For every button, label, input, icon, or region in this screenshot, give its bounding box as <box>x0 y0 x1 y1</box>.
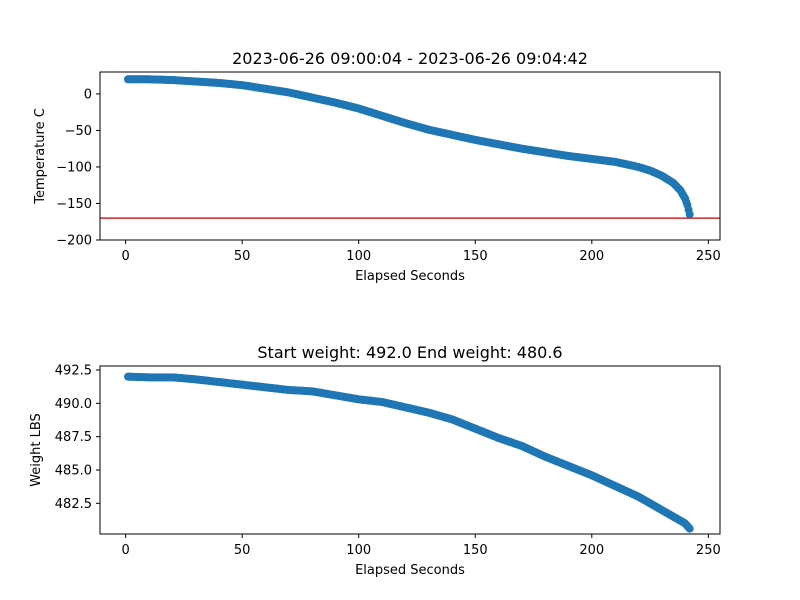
weight-y-tick-label: 482.5 <box>55 497 92 512</box>
weight-x-tick-label: 250 <box>696 543 721 558</box>
weight-y-axis-label: Weight LBS <box>29 413 44 487</box>
weight-y-tick-label: 492.5 <box>55 364 92 379</box>
temperature-x-tick-label: 200 <box>579 249 604 264</box>
weight-x-tick-label: 100 <box>346 543 371 558</box>
weight-x-axis-label: Elapsed Seconds <box>355 563 465 578</box>
weight-marks <box>123 372 694 533</box>
weight-y-tick-label: 485.0 <box>55 464 92 479</box>
weight-x-tick-label: 0 <box>121 543 129 558</box>
temperature-x-tick-label: 50 <box>234 249 251 264</box>
temperature-data-point <box>685 210 694 219</box>
temperature-marks <box>100 75 720 219</box>
temperature-x-tick-label: 150 <box>463 249 488 264</box>
temperature-y-tick-label: −200 <box>56 234 92 249</box>
temperature-y-tick-label: −100 <box>56 160 92 175</box>
weight-x-tick-label: 200 <box>579 543 604 558</box>
temperature-y-tick-label: −50 <box>65 124 92 139</box>
temperature-x-ticks: 0 50 100 150 200 250 <box>121 240 721 264</box>
weight-y-ticks: 482.5 485.0 487.5 490.0 492.5 <box>55 364 100 512</box>
weight-y-tick-label: 490.0 <box>55 397 92 412</box>
weight-chart: Start weight: 492.0 End weight: 480.6 0 5… <box>29 343 721 578</box>
weight-data-point <box>685 524 694 533</box>
temperature-x-tick-label: 100 <box>346 249 371 264</box>
weight-chart-title: Start weight: 492.0 End weight: 480.6 <box>257 343 562 362</box>
weight-x-tick-label: 50 <box>234 543 251 558</box>
temperature-x-tick-label: 250 <box>696 249 721 264</box>
weight-x-ticks: 0 50 100 150 200 250 <box>121 534 721 558</box>
temperature-x-axis-label: Elapsed Seconds <box>355 269 465 284</box>
temperature-chart-title: 2023-06-26 09:00:04 - 2023-06-26 09:04:4… <box>232 49 588 68</box>
temperature-y-tick-label: −150 <box>56 197 92 212</box>
temperature-y-tick-label: 0 <box>84 87 92 102</box>
weight-x-tick-label: 150 <box>463 543 488 558</box>
temperature-chart: 2023-06-26 09:00:04 - 2023-06-26 09:04:4… <box>33 49 721 284</box>
temperature-y-ticks: 0 −50 −100 −150 −200 <box>56 87 100 249</box>
temperature-y-axis-label: Temperature C <box>33 108 48 205</box>
temperature-x-tick-label: 0 <box>121 249 129 264</box>
temperature-plot-frame <box>99 71 721 241</box>
weight-plot-frame <box>99 365 721 535</box>
weight-y-tick-label: 487.5 <box>55 430 92 445</box>
